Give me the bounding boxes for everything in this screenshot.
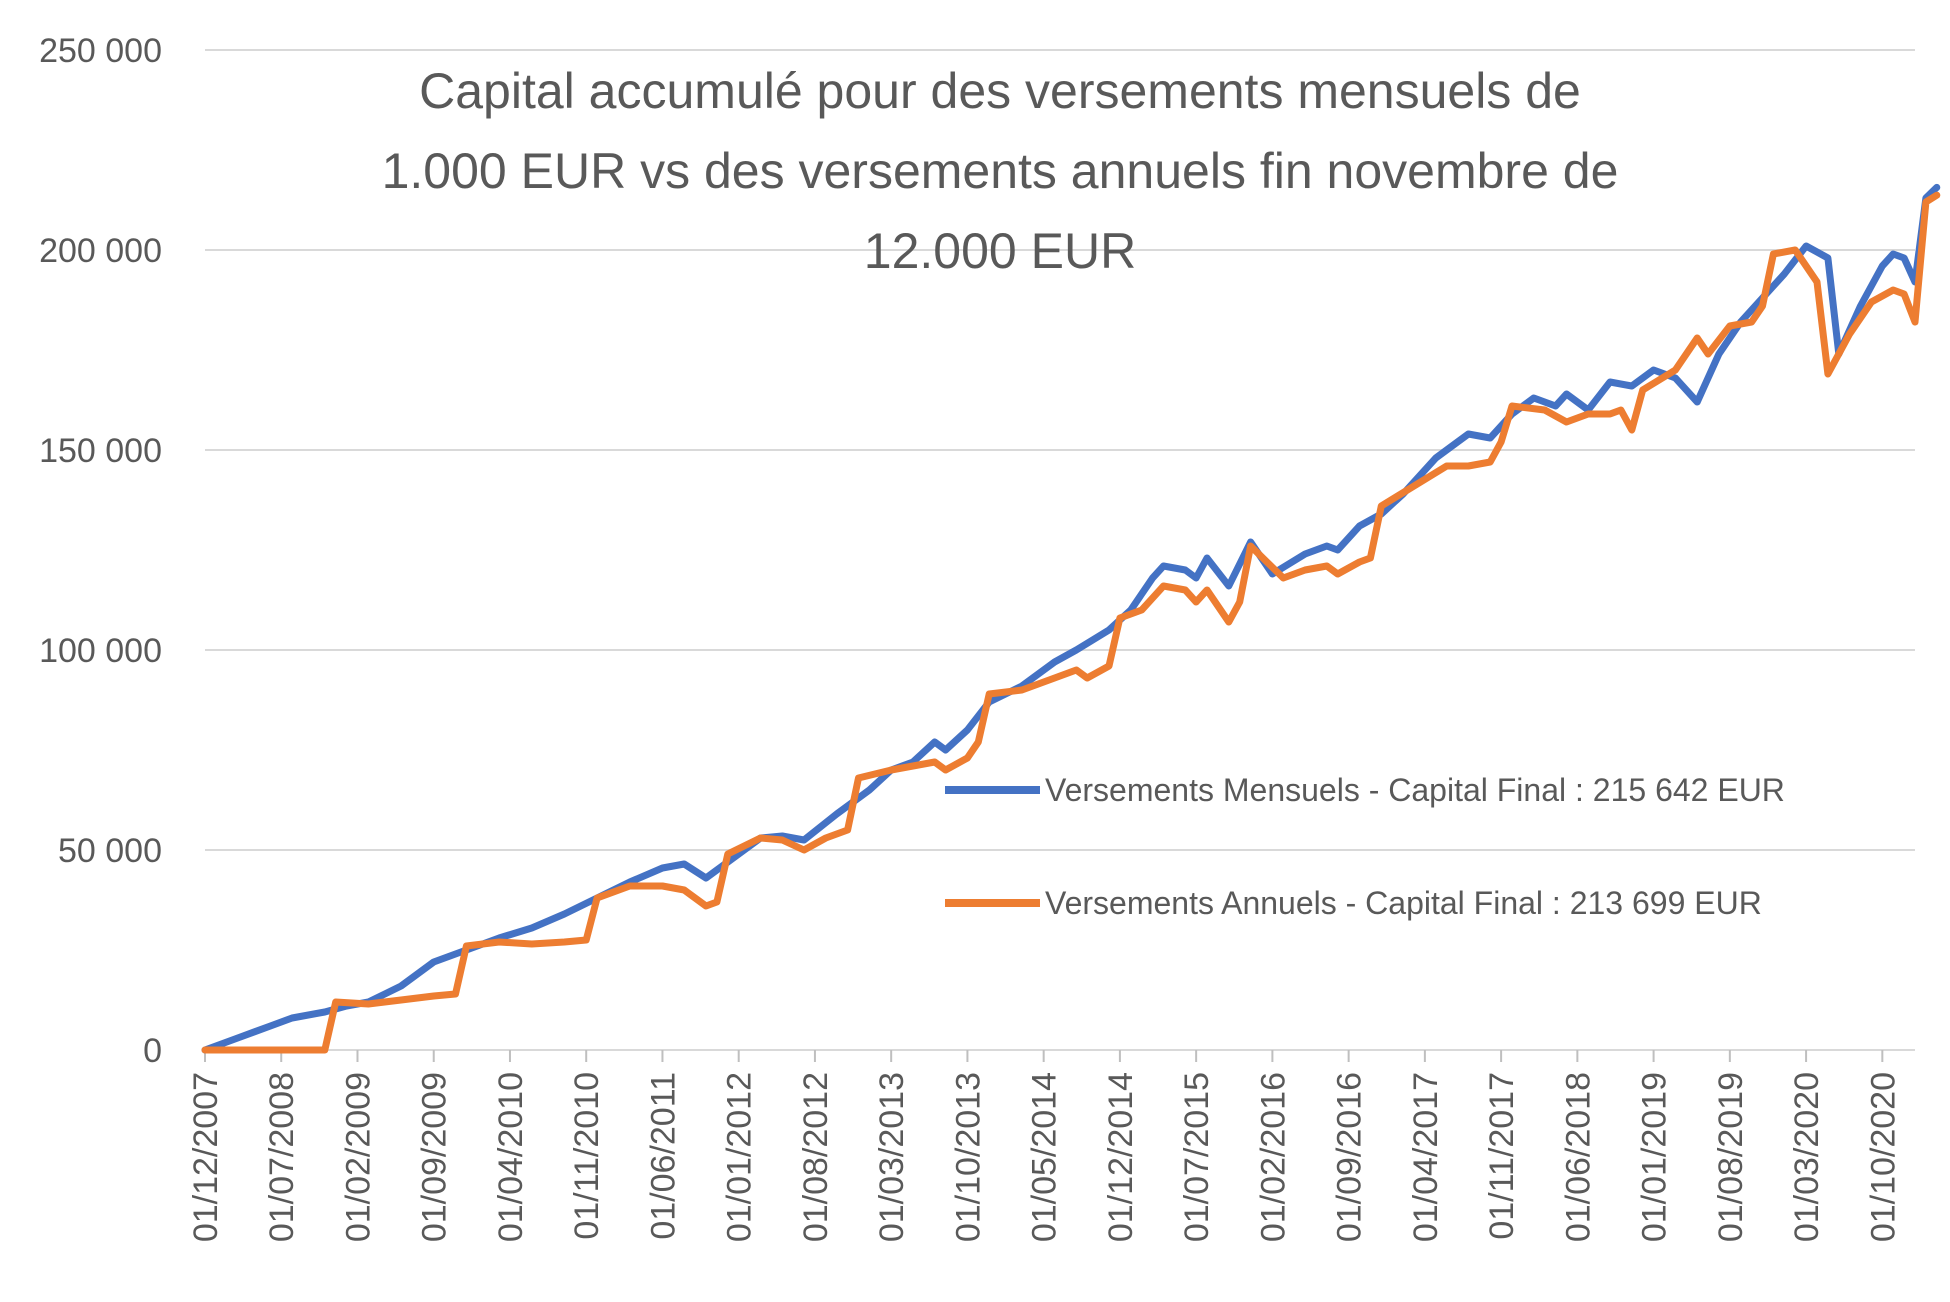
legend-label-monthly: Versements Mensuels - Capital Final : 21… — [1045, 772, 1785, 808]
y-tick-label: 100 000 — [39, 632, 162, 670]
series-line-monthly — [201, 183, 1941, 1054]
y-tick-label: 50 000 — [58, 832, 162, 870]
y-tick-label: 150 000 — [39, 432, 162, 470]
x-tick-label: 01/03/2020 — [1788, 1072, 1826, 1242]
series-lines — [201, 183, 1941, 1054]
y-tick-label: 200 000 — [39, 232, 162, 270]
x-tick-label: 01/12/2007 — [187, 1072, 225, 1242]
x-axis-tick-labels: 01/12/2007 01/07/2008 01/02/2009 01/09/2009… — [187, 1050, 1902, 1242]
y-tick-label: 250 000 — [39, 32, 162, 70]
x-tick-label: 01/02/2009 — [339, 1072, 377, 1242]
x-tick-label: 01/03/2013 — [873, 1072, 911, 1242]
x-tick-label: 01/09/2016 — [1331, 1072, 1369, 1242]
chart-title-line-1: Capital accumulé pour des versements men… — [419, 63, 1581, 119]
series-line-annual — [201, 191, 1941, 1054]
x-tick-label: 01/07/2008 — [263, 1072, 301, 1242]
y-tick-label: 0 — [143, 1032, 162, 1070]
x-tick-label: 01/05/2014 — [1026, 1072, 1064, 1242]
x-tick-label: 01/01/2019 — [1636, 1072, 1674, 1242]
x-tick-label: 01/08/2012 — [797, 1072, 835, 1242]
x-tick-label: 01/07/2015 — [1178, 1072, 1216, 1242]
x-tick-label: 01/04/2017 — [1407, 1072, 1445, 1242]
chart-title-line-2: 1.000 EUR vs des versements annuels fin … — [382, 143, 1619, 199]
x-tick-label: 01/08/2019 — [1712, 1072, 1750, 1242]
x-tick-label: 01/06/2018 — [1559, 1072, 1597, 1242]
gridlines — [205, 49, 1915, 1051]
chart-title: Capital accumulé pour des versements men… — [382, 63, 1619, 279]
x-tick-label: 01/06/2011 — [644, 1072, 682, 1240]
legend: Versements Mensuels - Capital Final : 21… — [945, 772, 1785, 921]
chart-title-line-3: 12.000 EUR — [864, 223, 1136, 279]
x-tick-label: 01/04/2010 — [492, 1072, 530, 1242]
x-tick-label: 01/02/2016 — [1254, 1072, 1292, 1242]
x-tick-label: 01/10/2013 — [949, 1072, 987, 1242]
x-tick-label: 01/01/2012 — [721, 1072, 759, 1242]
x-tick-label: 01/11/2010 — [568, 1072, 606, 1240]
y-axis-tick-labels: 0 50 000 100 000 150 000 200 000 250 000 — [39, 32, 162, 1070]
x-tick-label: 01/09/2009 — [416, 1072, 454, 1242]
x-tick-label: 01/11/2017 — [1483, 1072, 1521, 1240]
legend-label-annual: Versements Annuels - Capital Final : 213… — [1045, 885, 1762, 921]
x-tick-label: 01/10/2020 — [1864, 1072, 1902, 1242]
x-tick-label: 01/12/2014 — [1102, 1072, 1140, 1242]
